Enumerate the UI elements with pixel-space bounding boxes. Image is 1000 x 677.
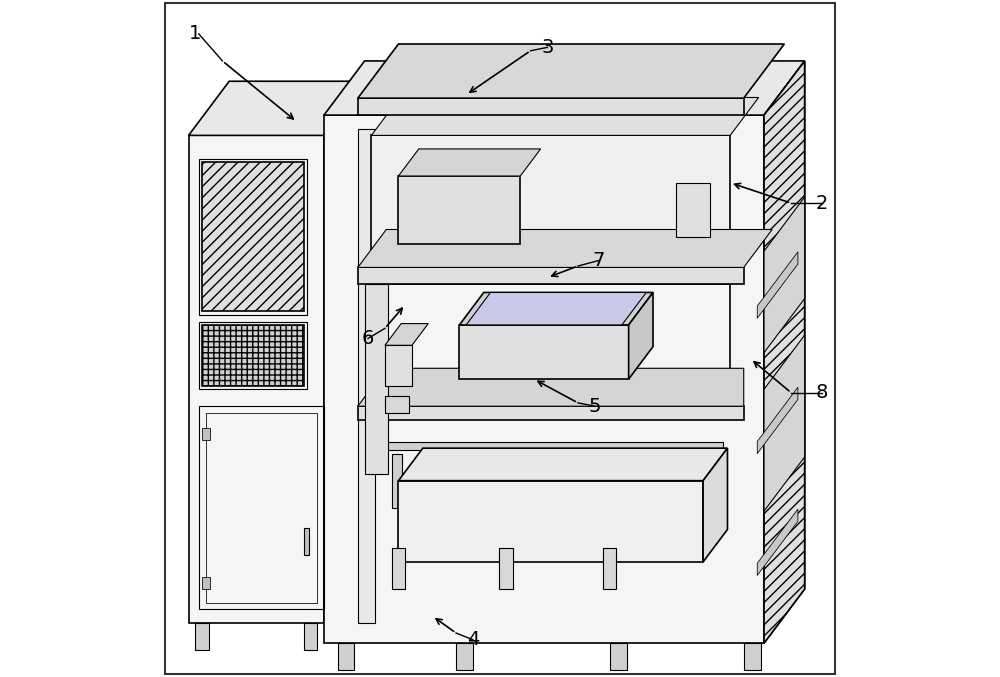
Bar bbox=[603, 548, 616, 589]
Polygon shape bbox=[358, 368, 744, 406]
Polygon shape bbox=[398, 448, 727, 481]
Bar bbox=[371, 284, 730, 406]
Text: 5: 5 bbox=[589, 397, 601, 416]
Bar bbox=[744, 643, 761, 670]
Text: 6: 6 bbox=[362, 329, 374, 348]
Polygon shape bbox=[703, 448, 727, 562]
Bar bbox=[385, 396, 409, 413]
Bar bbox=[371, 135, 730, 271]
Bar bbox=[456, 643, 473, 670]
Polygon shape bbox=[764, 197, 805, 353]
Bar bbox=[199, 322, 307, 389]
Polygon shape bbox=[189, 81, 365, 135]
Bar bbox=[610, 643, 627, 670]
Text: 3: 3 bbox=[541, 38, 554, 57]
Polygon shape bbox=[757, 387, 798, 454]
Text: 2: 2 bbox=[815, 194, 828, 213]
Bar bbox=[195, 623, 209, 650]
Text: 1: 1 bbox=[189, 24, 202, 43]
Text: 8: 8 bbox=[815, 383, 828, 402]
Bar bbox=[392, 454, 402, 508]
Bar bbox=[358, 406, 744, 420]
Polygon shape bbox=[764, 61, 805, 643]
Polygon shape bbox=[385, 324, 428, 345]
Polygon shape bbox=[757, 509, 798, 575]
Bar bbox=[189, 135, 324, 623]
Bar bbox=[398, 176, 520, 244]
Bar bbox=[378, 442, 723, 450]
Polygon shape bbox=[324, 81, 365, 623]
Bar bbox=[202, 325, 304, 386]
Polygon shape bbox=[629, 292, 653, 379]
Polygon shape bbox=[764, 61, 805, 643]
Bar bbox=[338, 643, 354, 670]
Bar bbox=[358, 129, 375, 623]
Bar bbox=[324, 115, 764, 643]
Bar bbox=[499, 548, 513, 589]
Bar bbox=[304, 623, 317, 650]
Bar bbox=[365, 284, 388, 474]
Bar bbox=[202, 162, 304, 311]
Bar bbox=[358, 267, 744, 284]
Bar bbox=[637, 454, 647, 508]
Text: 4: 4 bbox=[467, 630, 479, 649]
Polygon shape bbox=[466, 292, 646, 325]
Bar bbox=[202, 577, 210, 589]
Bar bbox=[304, 528, 309, 555]
Bar bbox=[206, 413, 317, 603]
Polygon shape bbox=[358, 230, 772, 267]
Bar bbox=[199, 406, 324, 609]
Polygon shape bbox=[371, 97, 759, 135]
Bar bbox=[385, 345, 412, 386]
Bar bbox=[516, 454, 526, 508]
Polygon shape bbox=[324, 61, 805, 115]
Polygon shape bbox=[398, 149, 541, 176]
Polygon shape bbox=[757, 252, 798, 318]
Bar bbox=[459, 325, 629, 379]
Bar bbox=[199, 159, 307, 315]
Polygon shape bbox=[459, 292, 653, 325]
Polygon shape bbox=[358, 44, 784, 98]
Bar bbox=[398, 481, 703, 562]
Bar bbox=[202, 428, 210, 440]
Text: 7: 7 bbox=[592, 251, 604, 270]
Bar bbox=[358, 98, 744, 115]
Bar bbox=[676, 183, 710, 237]
Bar bbox=[392, 548, 405, 589]
Polygon shape bbox=[764, 335, 805, 511]
